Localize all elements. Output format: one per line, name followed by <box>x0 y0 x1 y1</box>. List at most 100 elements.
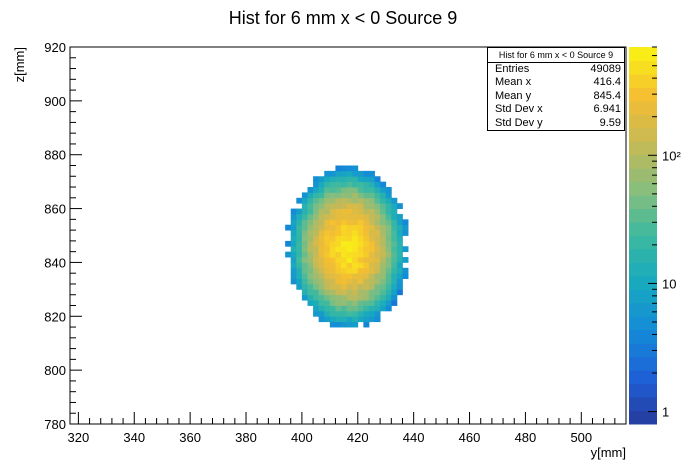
heatmap-cell <box>329 230 336 236</box>
colorbar-segment <box>629 289 657 304</box>
heatmap-cell <box>307 203 314 209</box>
x-tick-label: 340 <box>123 430 145 445</box>
colorbar-tick-label: 1 <box>662 405 669 420</box>
heatmap-cell <box>374 203 381 209</box>
heatmap-cell <box>396 289 403 296</box>
heatmap-cell <box>313 187 320 193</box>
x-axis-label: y[mm] <box>591 445 626 460</box>
heatmap-cell <box>329 262 336 269</box>
heatmap-cell <box>313 235 320 242</box>
heatmap-cell <box>307 289 314 296</box>
heatmap-cell <box>307 187 314 193</box>
heatmap-cell <box>324 235 331 242</box>
heatmap-cell <box>341 246 348 253</box>
heatmap-cell <box>368 219 375 226</box>
heatmap-cell <box>374 289 381 296</box>
heatmap-cell <box>391 219 398 226</box>
heatmap-cell <box>313 240 320 247</box>
heatmap-cell <box>402 267 409 274</box>
heatmap-cell <box>363 203 370 209</box>
heatmap-cell <box>374 187 381 193</box>
heatmap-cell <box>341 316 348 323</box>
heatmap-cell <box>335 197 342 204</box>
heatmap-cell <box>335 278 342 285</box>
heatmap-cell <box>380 289 387 296</box>
heatmap-cell <box>335 187 342 193</box>
heatmap-cell <box>346 240 353 247</box>
heatmap-cell <box>380 208 387 215</box>
heatmap-cell <box>307 273 314 279</box>
heatmap-cell <box>385 235 392 242</box>
heatmap-cell <box>335 273 342 279</box>
heatmap-cell <box>357 240 364 247</box>
heatmap-cell <box>380 283 387 290</box>
heatmap-cell <box>385 197 392 204</box>
heatmap-cell <box>324 208 331 215</box>
stats-mean-y-value: 845.4 <box>593 89 621 102</box>
heatmap-cell <box>363 316 370 323</box>
heatmap-cell <box>301 273 308 279</box>
heatmap-cell <box>402 219 409 226</box>
heatmap-cell <box>307 240 314 247</box>
heatmap-cell <box>402 273 409 279</box>
heatmap-cell <box>380 203 387 209</box>
heatmap-cell <box>380 300 387 306</box>
heatmap-cell <box>374 176 381 183</box>
stats-entries-label: Entries <box>495 63 530 75</box>
heatmap-cell <box>324 289 331 296</box>
heatmap-cell <box>301 257 308 263</box>
heatmap-cell <box>341 192 348 199</box>
heatmap-cell <box>374 181 381 188</box>
heatmap-cell <box>324 187 331 193</box>
heatmap-cell <box>341 300 348 306</box>
heatmap-cell <box>318 294 325 301</box>
heatmap-cell <box>346 300 353 306</box>
heatmap-cell <box>396 278 403 285</box>
heatmap-cell <box>290 251 297 258</box>
heatmap-cell <box>368 300 375 306</box>
heatmap-cell <box>341 240 348 247</box>
heatmap-cell <box>368 224 375 231</box>
heatmap-cell <box>352 278 359 285</box>
heatmap-cell <box>380 181 387 188</box>
heatmap-cell <box>391 240 398 247</box>
heatmap-cell <box>329 197 336 204</box>
heatmap-cell <box>391 203 398 209</box>
heatmap-cell <box>313 208 320 215</box>
colorbar-segment <box>629 181 657 196</box>
heatmap-cell <box>335 165 342 172</box>
heatmap-cell <box>301 208 308 215</box>
heatmap-cell <box>368 289 375 296</box>
heatmap-cell <box>341 230 348 236</box>
heatmap-cell <box>363 192 370 199</box>
heatmap-cell <box>329 316 336 323</box>
heatmap-cell <box>335 310 342 317</box>
heatmap-cell <box>363 235 370 242</box>
heatmap-cell <box>363 294 370 301</box>
heatmap-cell <box>374 208 381 215</box>
heatmap-cell <box>318 257 325 263</box>
heatmap-cell <box>329 235 336 242</box>
heatmap-cell <box>296 283 303 290</box>
colorbar-segment <box>629 383 657 398</box>
heatmap-cell <box>318 181 325 188</box>
heatmap-cell <box>385 305 392 312</box>
heatmap-cell <box>357 208 364 215</box>
heatmap-cell <box>357 310 364 317</box>
heatmap-cell <box>313 213 320 220</box>
heatmap-cell <box>374 294 381 301</box>
y-tick-label: 900 <box>44 94 66 109</box>
heatmap-cell <box>341 224 348 231</box>
colorbar-segment <box>629 60 657 75</box>
heatmap-cell <box>307 208 314 215</box>
heatmap-cell <box>346 257 353 263</box>
heatmap-cell <box>335 267 342 274</box>
colorbar-segment <box>629 397 657 412</box>
heatmap-cell <box>352 257 359 263</box>
x-tick-label: 360 <box>179 430 201 445</box>
y-tick-label: 840 <box>44 255 66 270</box>
heatmap-cell <box>296 251 303 258</box>
heatmap-cell <box>357 262 364 269</box>
heatmap-cell <box>363 197 370 204</box>
heatmap-cell <box>357 278 364 285</box>
